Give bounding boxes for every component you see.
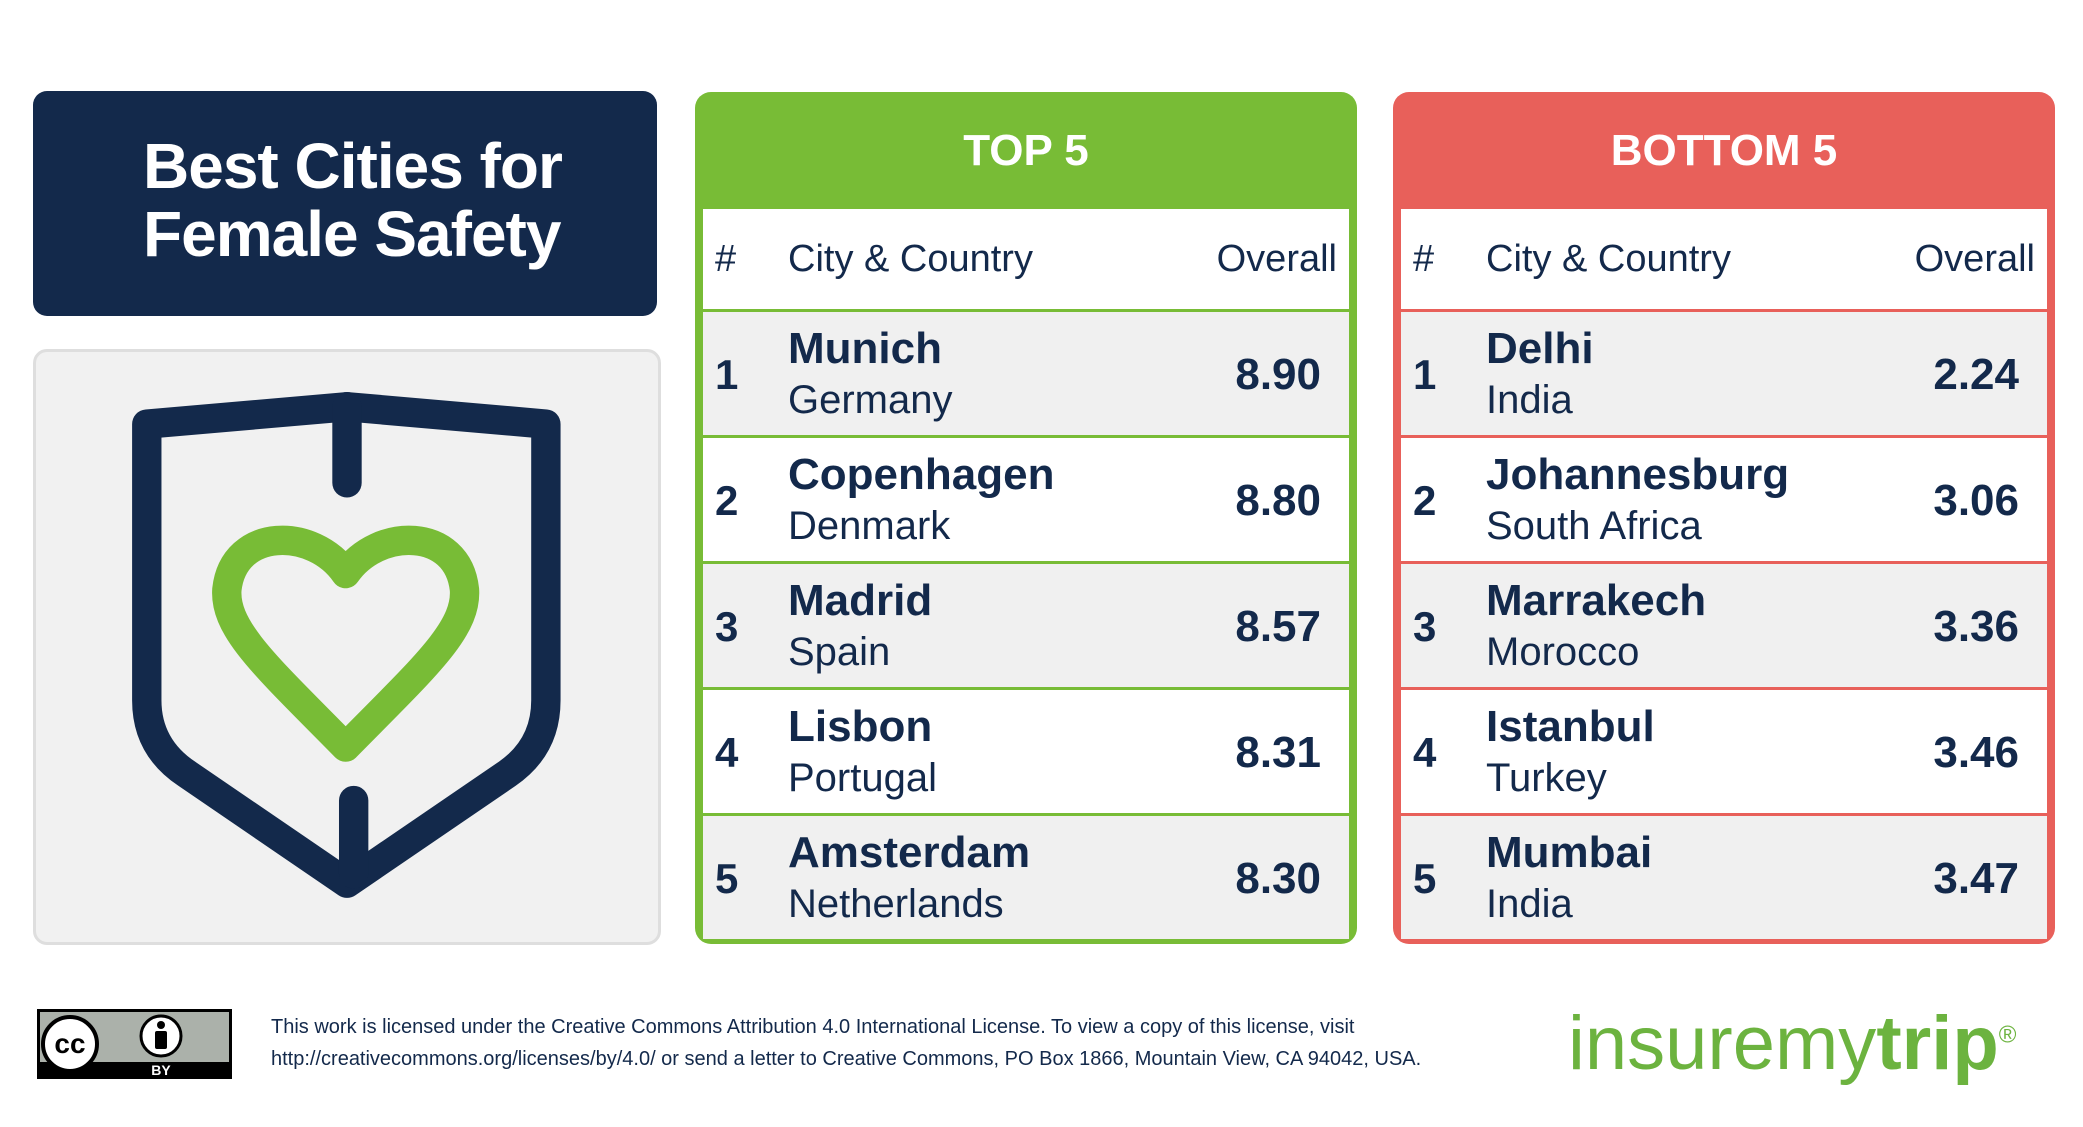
rank: 3: [715, 603, 739, 650]
rank: 4: [1413, 729, 1437, 776]
shield-icon: [132, 392, 561, 898]
rank: 5: [1413, 855, 1437, 902]
column-header: #: [1413, 238, 1435, 280]
country: South Africa: [1486, 504, 1702, 548]
table: # City & Country Overall 1 Munich Germany 8.90…: [703, 209, 1349, 939]
table-panel: BOTTOM 5 # City & Country Overall 1 Delhi Indi…: [1393, 92, 2055, 944]
column-header: Overall: [1914, 238, 2035, 280]
country: Spain: [788, 630, 891, 674]
overall-score: 3.47: [1933, 854, 2019, 903]
city: Munich: [788, 324, 942, 373]
city: Mumbai: [1486, 828, 1653, 877]
column-header: #: [715, 238, 737, 280]
table-row: 2 Johannesburg South Africa 3.06: [1401, 435, 2047, 561]
logo-text-bold: trip: [1876, 1001, 1999, 1086]
icon-box: [33, 349, 661, 945]
city: Istanbul: [1486, 702, 1655, 751]
overall-score: 8.31: [1235, 728, 1321, 777]
rank: 2: [715, 477, 739, 524]
city: Lisbon: [788, 702, 933, 751]
rank: 3: [1413, 603, 1437, 650]
city: Madrid: [788, 576, 933, 625]
by-text: BY: [151, 1062, 171, 1078]
table-row: 3 Marrakech Morocco 3.36: [1401, 561, 2047, 687]
city: Amsterdam: [788, 828, 1031, 877]
table-row: 1 Munich Germany 8.90: [703, 309, 1349, 435]
table-panel: TOP 5 # City & Country Overall 1 Munich German…: [695, 92, 1357, 944]
column-header: City & Country: [1486, 238, 1731, 280]
table: # City & Country Overall 1 Delhi India 2.24 2 Jo…: [1401, 209, 2047, 939]
table-heading: BOTTOM 5: [1610, 126, 1838, 175]
country: Netherlands: [788, 882, 1004, 926]
city: Delhi: [1486, 324, 1594, 373]
city: Marrakech: [1486, 576, 1707, 625]
overall-score: 3.06: [1933, 476, 2019, 525]
table-row: 2 Copenhagen Denmark 8.80: [703, 435, 1349, 561]
country: Germany: [788, 378, 953, 422]
overall-score: 8.90: [1235, 350, 1321, 399]
cc-badge: cc BY: [37, 1009, 232, 1079]
city: Johannesburg: [1486, 450, 1790, 499]
country: India: [1486, 882, 1573, 926]
logo: insuremytrip®: [1568, 1000, 2016, 1087]
overall-score: 8.80: [1235, 476, 1321, 525]
logo-mark: ®: [1998, 1021, 2017, 1049]
table-row: 4 Lisbon Portugal 8.31: [703, 687, 1349, 813]
rank: 2: [1413, 477, 1437, 524]
rank: 1: [715, 351, 739, 398]
column-header: Overall: [1216, 238, 1337, 280]
license-text: This work is licensed under the Creative…: [271, 1016, 1355, 1038]
table-row: 3 Madrid Spain 8.57: [703, 561, 1349, 687]
table-row: 5 Amsterdam Netherlands 8.30: [703, 813, 1349, 939]
rank: 4: [715, 729, 739, 776]
overall-score: 3.36: [1933, 602, 2019, 651]
table-heading: TOP 5: [963, 126, 1089, 175]
title-line: Best Cities for: [143, 130, 563, 202]
country: Turkey: [1486, 756, 1607, 800]
cc-text: cc: [54, 1028, 85, 1059]
logo-text: insuremy: [1568, 1001, 1877, 1086]
country: India: [1486, 378, 1573, 422]
country: Denmark: [788, 504, 951, 548]
rank: 1: [1413, 351, 1437, 398]
overall-score: 2.24: [1933, 350, 2019, 399]
column-header: City & Country: [788, 238, 1033, 280]
overall-score: 8.30: [1235, 854, 1321, 903]
rank: 5: [715, 855, 739, 902]
title-box: Best Cities for Female Safety: [33, 91, 657, 316]
city: Copenhagen: [788, 450, 1055, 499]
license-text: http://creativecommons.org/licenses/by/4…: [271, 1048, 1422, 1070]
country: Morocco: [1486, 630, 1640, 674]
overall-score: 3.46: [1933, 728, 2019, 777]
title-line: Female Safety: [143, 198, 561, 270]
table-row: 5 Mumbai India 3.47: [1401, 813, 2047, 939]
overall-score: 8.57: [1235, 602, 1321, 651]
table-row: 1 Delhi India 2.24: [1401, 309, 2047, 435]
table-row: 4 Istanbul Turkey 3.46: [1401, 687, 2047, 813]
country: Portugal: [788, 756, 937, 800]
